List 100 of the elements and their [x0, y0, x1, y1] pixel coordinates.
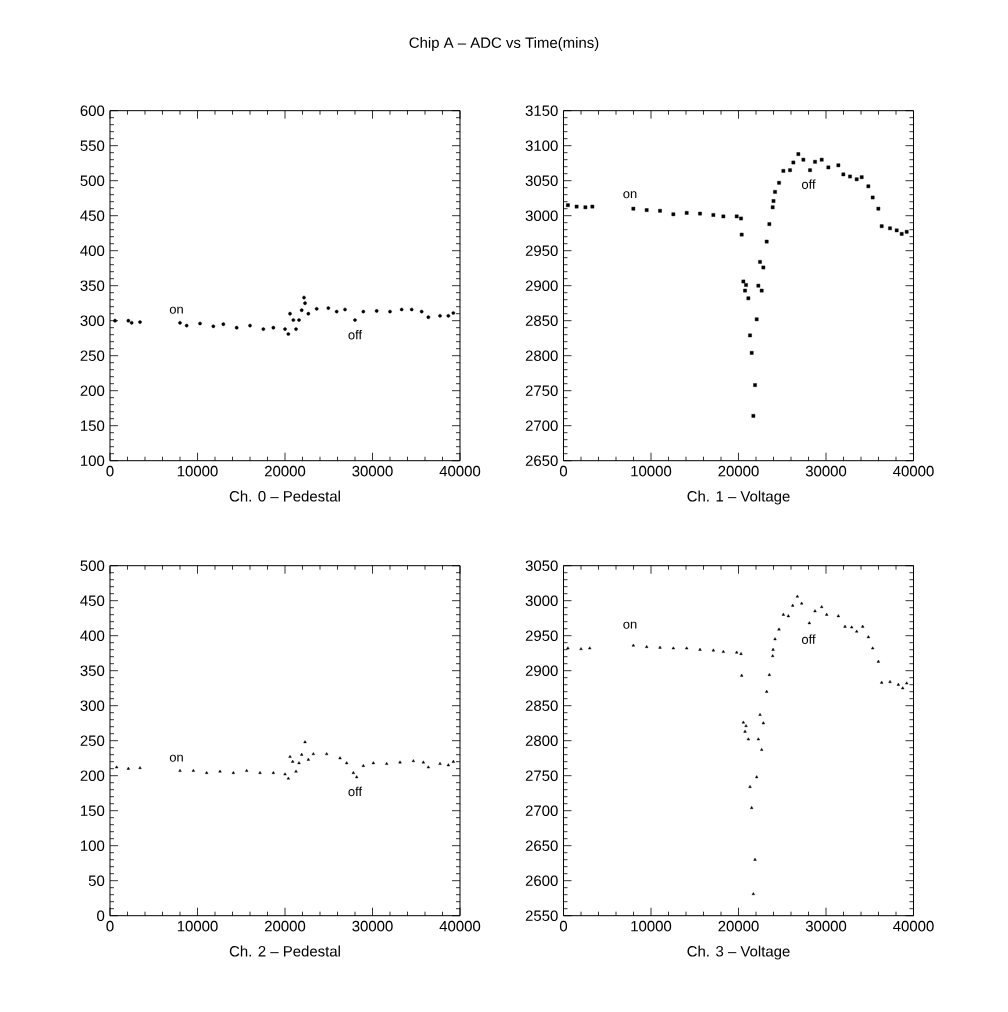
point	[288, 311, 292, 316]
point	[756, 737, 760, 741]
point	[721, 214, 726, 219]
point	[294, 327, 298, 331]
point	[901, 686, 905, 690]
point	[261, 327, 266, 331]
point	[353, 318, 357, 322]
point	[855, 629, 859, 633]
point	[221, 322, 226, 326]
point	[371, 761, 375, 765]
x-axis-title: Ch. 0 – Pedestal	[229, 490, 340, 502]
point	[820, 605, 824, 608]
x-tick-label: 10000	[177, 465, 218, 477]
point	[795, 594, 799, 598]
y-tick-label: 450	[80, 210, 105, 221]
point	[791, 160, 796, 165]
point	[741, 279, 746, 284]
point	[338, 756, 342, 760]
point	[345, 761, 349, 765]
point	[388, 309, 392, 314]
point	[771, 654, 775, 657]
y-tick-label: 3000	[525, 595, 558, 606]
point	[739, 652, 743, 655]
point	[302, 295, 306, 300]
annotation: off	[348, 329, 363, 340]
point	[631, 643, 635, 647]
point	[796, 152, 801, 156]
point	[749, 351, 754, 355]
point	[744, 724, 748, 727]
point	[773, 637, 777, 641]
point	[741, 720, 745, 724]
point	[777, 180, 781, 185]
point	[899, 232, 904, 236]
y-tick-label: 2800	[525, 735, 558, 746]
point	[841, 172, 846, 177]
point	[786, 614, 790, 618]
point	[115, 765, 119, 769]
point	[113, 318, 117, 323]
point	[314, 306, 319, 311]
point	[870, 195, 875, 200]
point	[843, 624, 847, 628]
y-tick-label: 2900	[525, 280, 558, 291]
annotation: on	[623, 191, 637, 199]
x-tick-label: 30000	[805, 465, 847, 477]
point	[426, 315, 431, 319]
point	[698, 211, 702, 216]
point	[258, 771, 262, 774]
point	[361, 309, 366, 314]
point	[297, 761, 301, 765]
x-tick-label: 0	[106, 465, 114, 477]
point	[446, 763, 450, 767]
point	[438, 313, 442, 318]
y-tick-label: 3100	[525, 140, 558, 151]
point	[579, 647, 583, 650]
point	[735, 650, 739, 654]
y-tick-label: 0	[97, 910, 105, 921]
y-tick-label: 3050	[525, 560, 558, 571]
point	[671, 646, 675, 650]
point	[773, 190, 777, 194]
point	[813, 159, 817, 164]
point	[888, 226, 892, 231]
y-tick-label: 450	[80, 595, 105, 606]
point	[218, 769, 222, 773]
x-tick-label: 20000	[264, 465, 306, 477]
point	[807, 621, 811, 625]
point	[848, 174, 852, 179]
point	[198, 321, 202, 326]
y-tick-label: 2600	[525, 875, 558, 886]
annotation: on	[623, 621, 637, 629]
point	[326, 306, 331, 310]
point	[306, 311, 311, 316]
point	[771, 647, 775, 651]
point	[631, 206, 636, 211]
point	[283, 772, 287, 776]
x-tick-label: 30000	[352, 920, 393, 932]
point	[801, 157, 806, 162]
point	[879, 224, 884, 228]
x-tick-label: 40000	[439, 920, 481, 932]
y-tick-label: 200	[80, 770, 105, 781]
point	[788, 168, 792, 172]
point	[398, 760, 402, 764]
point	[658, 208, 662, 213]
y-tick-label: 250	[80, 735, 105, 746]
text: Chip A – ADC vs Time(mins)	[409, 37, 599, 51]
x-tick-label: 10000	[177, 920, 218, 932]
x-tick-label: 20000	[718, 465, 759, 477]
point	[311, 752, 315, 755]
point	[178, 768, 182, 772]
point	[303, 740, 307, 744]
y-tick-label: 400	[80, 630, 105, 641]
point	[306, 757, 310, 761]
y-tick-label: 2950	[525, 245, 558, 256]
point	[184, 323, 189, 328]
y-tick-label: 2950	[525, 630, 558, 641]
x-tick-label: 0	[559, 920, 568, 932]
y-tick-label: 500	[80, 175, 105, 186]
point	[299, 308, 304, 312]
y-tick-label: 100	[81, 455, 105, 466]
point	[451, 759, 455, 763]
point	[711, 648, 715, 652]
